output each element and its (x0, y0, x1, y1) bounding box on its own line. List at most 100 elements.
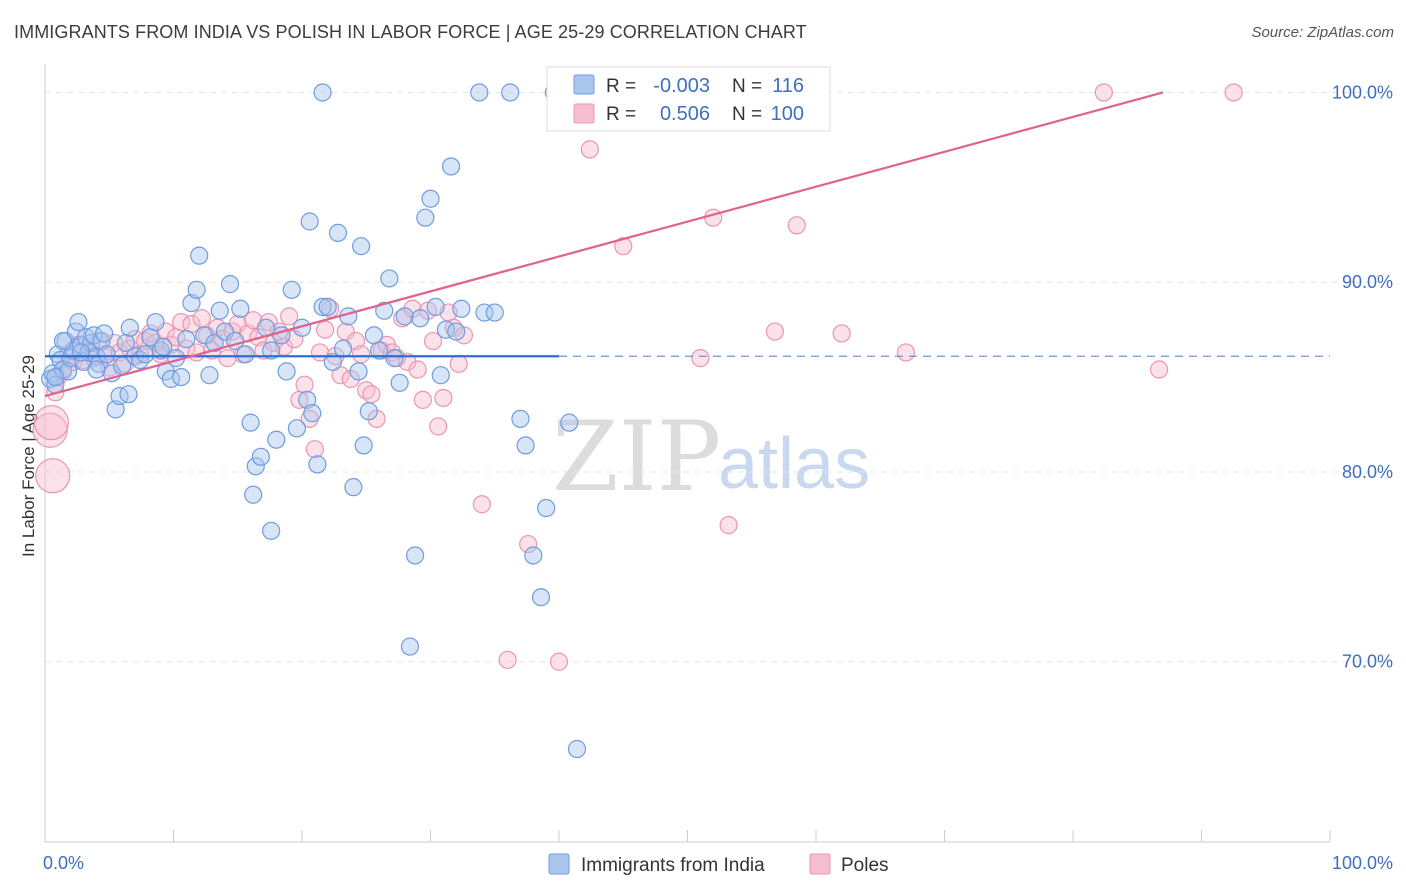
point-india (470, 83, 489, 102)
legend-n-value-1: 116 (772, 75, 804, 97)
point-india (220, 275, 240, 294)
point-india (308, 455, 327, 474)
point-india (205, 333, 224, 353)
point-india (69, 312, 88, 332)
point-poles (429, 417, 448, 436)
point-poles (580, 140, 599, 159)
legend-r-label-2: R = (606, 104, 636, 125)
point-india (95, 324, 114, 343)
legend-swatch-blue (573, 74, 595, 95)
point-india (537, 498, 556, 518)
point-india (421, 189, 440, 208)
point-india (431, 366, 450, 385)
point-poles (413, 390, 432, 409)
point-india (97, 345, 116, 364)
point-india (426, 297, 445, 316)
point-india (267, 430, 286, 449)
point-india (241, 413, 260, 432)
point-poles (472, 495, 491, 514)
point-india (354, 436, 373, 455)
point-india (452, 299, 471, 318)
point-india (53, 331, 73, 351)
point-india (190, 246, 209, 265)
gridlines (45, 91, 1392, 663)
point-poles (704, 208, 723, 227)
point-india (447, 322, 466, 341)
point-india (328, 223, 348, 242)
point-poles (408, 360, 427, 379)
point-india (344, 478, 363, 497)
point-india (262, 341, 281, 360)
point-india (244, 485, 263, 504)
point-india (390, 373, 409, 392)
stats-legend: R = -0.003 N = 116 R = 0.506 N = 100 (546, 66, 831, 132)
point-poles (403, 299, 422, 318)
bottom-legend-swatch-poles (809, 853, 831, 875)
point-india (511, 409, 530, 428)
point-india (375, 301, 394, 320)
point-poles (896, 343, 916, 362)
point-poles (832, 324, 851, 343)
point-india (177, 330, 196, 349)
point-india (210, 301, 229, 320)
point-india (560, 413, 579, 432)
point-india (516, 436, 535, 455)
x-tick-label: 100.0% (1332, 853, 1393, 873)
point-poles (549, 652, 569, 671)
point-india (262, 521, 281, 540)
trend-line-poles (44, 91, 1164, 398)
legend-swatch-pink (573, 103, 595, 124)
point-poles (498, 650, 517, 669)
point-poles (367, 409, 386, 428)
point-india (136, 345, 155, 364)
point-poles (765, 322, 784, 341)
point-poles (362, 385, 381, 404)
point-india (370, 341, 389, 360)
point-poles (787, 216, 806, 235)
point-india (567, 739, 587, 759)
point-india (154, 337, 173, 356)
point-india (120, 318, 139, 337)
legend-r-label-1: R = (606, 76, 636, 97)
point-india (146, 312, 165, 332)
point-india (246, 457, 265, 476)
point-india (400, 637, 420, 656)
point-india (277, 362, 296, 381)
point-poles (305, 440, 324, 459)
watermark-zip: ZIP (552, 401, 721, 513)
trend-lines (44, 91, 1330, 398)
bottom-legend-label-poles: Poles (841, 855, 889, 876)
point-india (411, 309, 430, 328)
point-india (119, 385, 138, 404)
point-india (200, 366, 219, 385)
legend-n-label-1: N = (732, 76, 762, 97)
point-poles (341, 369, 360, 389)
point-india (300, 212, 319, 231)
point-india (334, 339, 353, 358)
point-india (531, 588, 551, 607)
point-poles (316, 320, 335, 339)
point-poles (352, 345, 371, 364)
point-india (287, 419, 306, 438)
bottom-legend-label-india: Immigrants from India (581, 855, 765, 876)
point-india (416, 208, 435, 227)
point-india (313, 83, 332, 102)
point-india (87, 360, 106, 379)
point-poles (423, 331, 443, 351)
point-poles (1149, 360, 1169, 379)
x-tick-labels: 0.0% 100.0% (43, 853, 1393, 873)
point-poles (33, 405, 70, 441)
point-india (282, 280, 301, 299)
point-poles (519, 534, 538, 554)
point-india (524, 546, 543, 565)
point-india (195, 326, 214, 345)
point-india (303, 404, 322, 423)
point-india (251, 447, 270, 466)
legend-r-value-2: 0.506 (660, 103, 710, 125)
series-poles-points (32, 83, 1243, 671)
point-poles (192, 309, 211, 328)
point-india (236, 345, 255, 364)
point-poles (218, 349, 237, 368)
chart-title: IMMIGRANTS FROM INDIA VS POLISH IN LABOR… (14, 22, 807, 42)
